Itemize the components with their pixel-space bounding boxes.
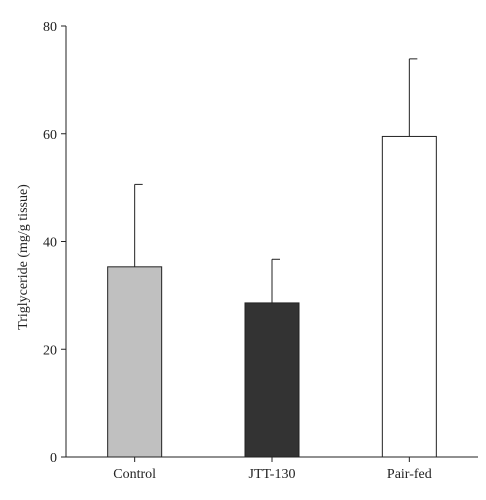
y-axis-label: Triglyceride (mg/g tissue) — [16, 184, 31, 330]
y-tick-label: 40 — [43, 236, 57, 251]
x-tick-label: JTT-130 — [249, 467, 296, 482]
x-tick-label: Control — [113, 467, 156, 482]
bar — [381, 135, 437, 458]
x-axis: Control JTT-130 Pair-fed — [66, 456, 478, 482]
y-tick-label: 80 — [43, 20, 57, 35]
x-tick-label: Pair-fed — [387, 467, 432, 482]
y-tick-label: 60 — [43, 128, 57, 143]
bar — [244, 302, 300, 458]
bar — [107, 266, 163, 458]
y-tick-label: 20 — [43, 343, 57, 358]
y-tick-label: 0 — [50, 451, 57, 466]
bars-group — [107, 58, 437, 458]
y-axis: 0 20 40 60 80 — [43, 20, 67, 466]
